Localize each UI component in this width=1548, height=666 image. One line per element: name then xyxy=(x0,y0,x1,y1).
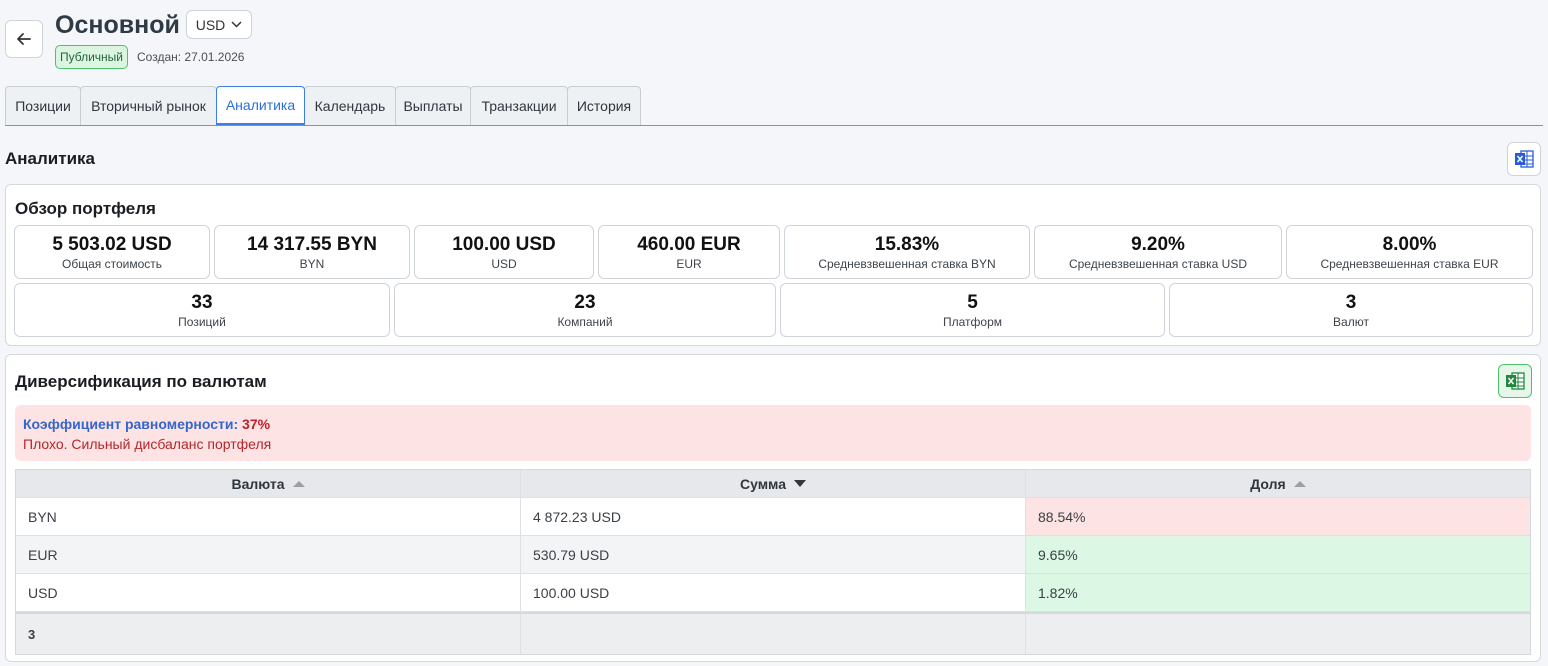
sort-asc-icon xyxy=(292,480,305,487)
stat-value: 9.20% xyxy=(1131,234,1185,255)
sort-desc-icon xyxy=(794,480,807,487)
stat-value: 3 xyxy=(1345,292,1357,313)
coefficient-value: 37% xyxy=(242,416,271,432)
stat-label: Платформ xyxy=(942,315,1002,329)
footer-cell xyxy=(1026,614,1530,654)
stat-rate-eur: 8.00% Средневзвешенная ставка EUR xyxy=(1286,225,1533,279)
table-row[interactable]: BYN 4 872.23 USD 88.54% xyxy=(16,498,1530,536)
section-title: Аналитика xyxy=(5,149,95,168)
stat-companies: 23 Компаний xyxy=(394,283,776,337)
cell-share: 88.54% xyxy=(1026,498,1530,535)
stat-value: 14 317.55 BYN xyxy=(247,234,377,255)
stat-label: Средневзвешенная ставка BYN xyxy=(818,257,996,271)
stat-label: Общая стоимость xyxy=(62,257,162,271)
column-header-share[interactable]: Доля xyxy=(1026,470,1530,497)
stat-label: Валют xyxy=(1333,315,1369,329)
arrow-left-icon xyxy=(17,33,31,45)
column-header-label: Сумма xyxy=(739,475,787,492)
tab-secondary-market[interactable]: Вторичный рынок xyxy=(80,86,217,125)
column-header-label: Валюта xyxy=(231,475,285,492)
stat-total-value: 5 503.02 USD Общая стоимость xyxy=(14,225,210,279)
column-header-label: Доля xyxy=(1250,475,1286,492)
coefficient-label: Коэффициент равномерности: xyxy=(23,416,239,432)
back-button[interactable] xyxy=(5,20,43,58)
stat-label: EUR xyxy=(676,257,702,271)
cell-share: 9.65% xyxy=(1026,536,1530,573)
sort-asc-icon xyxy=(1293,480,1306,487)
cell-amount: 100.00 USD xyxy=(521,574,1026,611)
tab-analytics[interactable]: Аналитика xyxy=(216,86,305,125)
tab-payouts[interactable]: Выплаты xyxy=(395,86,471,125)
stat-value: 23 xyxy=(574,292,596,313)
tab-bar: Позиции Вторичный рынок Аналитика Календ… xyxy=(5,86,1543,126)
stat-label: BYN xyxy=(299,257,325,271)
chevron-down-icon xyxy=(231,21,242,28)
footer-count: 3 xyxy=(16,614,521,654)
tab-calendar[interactable]: Календарь xyxy=(304,86,396,125)
table-row[interactable]: EUR 530.79 USD 9.65% xyxy=(16,536,1530,574)
stat-label: USD xyxy=(491,257,517,271)
column-header-currency[interactable]: Валюта xyxy=(16,470,521,497)
export-excel-button[interactable] xyxy=(1507,142,1541,176)
cell-amount: 4 872.23 USD xyxy=(521,498,1026,535)
stat-label: Средневзвешенная ставка USD xyxy=(1068,257,1248,271)
tab-positions[interactable]: Позиции xyxy=(5,86,81,125)
page-title: Основной xyxy=(55,11,180,39)
column-header-amount[interactable]: Сумма xyxy=(521,470,1026,497)
cell-amount: 530.79 USD xyxy=(521,536,1026,573)
cell-currency: EUR xyxy=(16,536,521,573)
created-date: Создан: 27.01.2026 xyxy=(137,50,245,64)
stat-label: Позиций xyxy=(178,315,226,329)
stat-value: 5 503.02 USD xyxy=(52,234,172,255)
stat-value: 460.00 EUR xyxy=(637,234,741,255)
currency-select-value: USD xyxy=(195,16,226,33)
tab-history[interactable]: История xyxy=(567,86,641,125)
stat-currencies: 3 Валют xyxy=(1169,283,1533,337)
stat-value: 33 xyxy=(191,292,213,313)
cell-share: 1.82% xyxy=(1026,574,1530,611)
stat-byn: 14 317.55 BYN BYN xyxy=(214,225,410,279)
portfolio-overview-card: Обзор портфеля 5 503.02 USD Общая стоимо… xyxy=(5,184,1541,346)
export-excel-green-button[interactable] xyxy=(1498,364,1532,398)
coefficient-line: Коэффициент равномерности: 37% xyxy=(23,416,270,432)
stat-label: Компаний xyxy=(557,315,613,329)
stat-usd: 100.00 USD USD xyxy=(414,225,594,279)
tab-transactions[interactable]: Транзакции xyxy=(470,86,568,125)
stat-label: Средневзвешенная ставка EUR xyxy=(1320,257,1499,271)
overview-title: Обзор портфеля xyxy=(15,199,156,218)
stat-positions: 33 Позиций xyxy=(14,283,390,337)
balance-alert: Коэффициент равномерности: 37% Плохо. Си… xyxy=(15,405,1531,461)
currency-select[interactable]: USD xyxy=(186,10,252,39)
currency-diversification-card: Диверсификация по валютам Коэффициент ра… xyxy=(5,354,1541,662)
diversification-title: Диверсификация по валютам xyxy=(15,372,267,391)
footer-cell xyxy=(521,614,1026,654)
currency-table: Валюта Сумма Доля BYN 4 872.23 USD 88.54… xyxy=(15,469,1531,655)
stat-rate-byn: 15.83% Средневзвешенная ставка BYN xyxy=(784,225,1030,279)
stat-value: 5 xyxy=(967,292,978,313)
cell-currency: BYN xyxy=(16,498,521,535)
excel-icon xyxy=(1506,372,1525,390)
stat-value: 15.83% xyxy=(874,234,940,255)
stat-value: 100.00 USD xyxy=(452,234,556,255)
verdict-text: Плохо. Сильный дисбаланс портфеля xyxy=(23,436,272,452)
stat-value: 8.00% xyxy=(1382,234,1437,255)
stat-rate-usd: 9.20% Средневзвешенная ставка USD xyxy=(1034,225,1282,279)
cell-currency: USD xyxy=(16,574,521,611)
public-badge: Публичный xyxy=(55,45,129,69)
table-header: Валюта Сумма Доля xyxy=(16,470,1530,498)
table-row[interactable]: USD 100.00 USD 1.82% xyxy=(16,574,1530,612)
excel-icon xyxy=(1515,150,1534,168)
table-footer: 3 xyxy=(16,612,1530,654)
stat-eur: 460.00 EUR EUR xyxy=(598,225,780,279)
stat-platforms: 5 Платформ xyxy=(780,283,1165,337)
